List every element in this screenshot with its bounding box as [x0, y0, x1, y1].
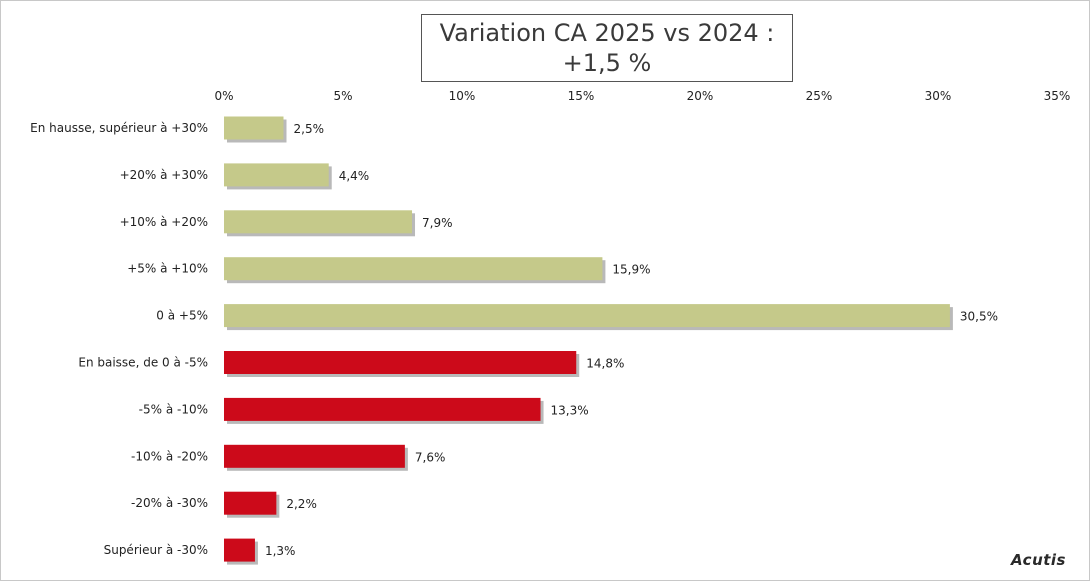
x-tick-label: 35% [1044, 89, 1071, 103]
bar [224, 538, 255, 562]
x-tick-label: 25% [806, 89, 833, 103]
bar [224, 444, 405, 468]
bar [224, 491, 277, 515]
data-label: 2,2% [286, 497, 317, 511]
category-label: 0 à +5% [156, 309, 208, 323]
bar [224, 163, 329, 187]
data-label: 7,9% [422, 216, 453, 230]
x-tick-label: 5% [333, 89, 352, 103]
x-tick-label: 10% [449, 89, 476, 103]
x-tick-label: 30% [925, 89, 952, 103]
chart-title-box: Variation CA 2025 vs 2024 : +1,5 % [421, 14, 793, 82]
category-label: +5% à +10% [127, 262, 208, 276]
bar [224, 116, 284, 140]
x-tick-label: 15% [568, 89, 595, 103]
bar [224, 257, 603, 281]
brand-logo: Acutis [1011, 551, 1066, 569]
data-label: 14,8% [586, 357, 624, 371]
data-label: 30,5% [960, 310, 998, 324]
category-label: Supérieur à -30% [104, 543, 208, 557]
data-label: 4,4% [339, 169, 370, 183]
data-label: 2,5% [294, 122, 325, 136]
category-label: +20% à +30% [120, 168, 208, 182]
x-tick-label: 0% [214, 89, 233, 103]
data-label: 7,6% [415, 450, 446, 464]
category-label: +10% à +20% [120, 215, 208, 229]
category-label: En baisse, de 0 à -5% [78, 356, 208, 370]
category-label: En hausse, supérieur à +30% [30, 121, 208, 135]
data-label: 13,3% [551, 403, 589, 417]
category-label: -10% à -20% [131, 449, 208, 463]
category-label: -5% à -10% [139, 402, 208, 416]
data-label: 1,3% [265, 544, 296, 558]
data-label: 15,9% [612, 263, 650, 277]
bar [224, 210, 413, 234]
chart-title: Variation CA 2025 vs 2024 : +1,5 % [439, 19, 775, 77]
category-label: -20% à -30% [131, 496, 208, 510]
x-tick-label: 20% [687, 89, 714, 103]
bar [224, 351, 577, 374]
bar [224, 397, 541, 421]
bar [224, 304, 950, 328]
